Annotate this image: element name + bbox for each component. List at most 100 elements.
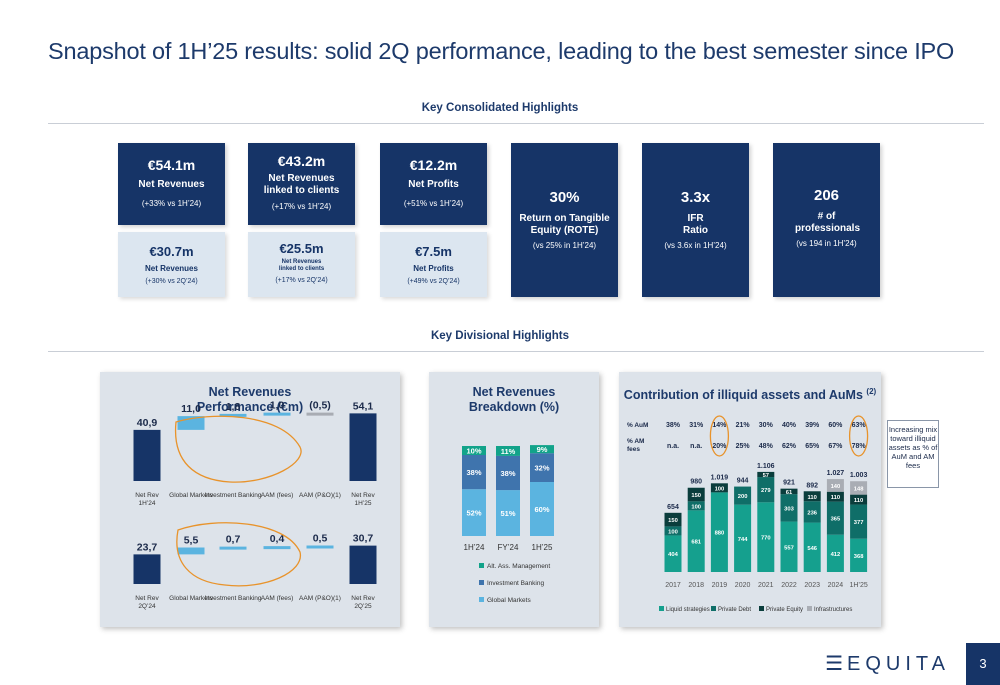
stacked-segment: [757, 477, 775, 503]
data-label: 5,5: [184, 535, 199, 547]
row-label: % AuM: [627, 422, 648, 429]
legend-label: Investment Banking: [487, 580, 544, 587]
total-label: 1.003: [850, 472, 868, 479]
divider: [48, 351, 984, 352]
segment-label: 32%: [534, 464, 549, 473]
stacked-segment: [496, 446, 520, 456]
category-label: Net Rev: [351, 492, 375, 499]
waterfall-bar: [219, 546, 247, 550]
annotation-note: Increasing mix toward illiquid assets as…: [887, 420, 939, 488]
legend-swatch: [759, 606, 764, 611]
kpi-sub: (vs 3.6x in 1H’24): [664, 241, 727, 250]
legend-label: Infrastructures: [814, 607, 852, 613]
legend-label: Private Debt: [718, 607, 751, 613]
legend-swatch: [807, 606, 812, 611]
aum-pct: 21%: [736, 422, 751, 429]
data-label: 23,7: [137, 541, 158, 553]
section-divisional-title: Key Divisional Highlights: [430, 330, 570, 342]
data-label: (0,5): [309, 400, 331, 412]
total-label: 1.019: [711, 474, 729, 481]
stacked-segment: [734, 504, 752, 572]
category-label: Net Rev: [351, 595, 375, 602]
category-label: 2019: [712, 582, 728, 589]
aum-pct: 38%: [666, 422, 681, 429]
stacked-segment: [803, 522, 821, 572]
kpi-value: €30.7m: [149, 244, 194, 259]
kpi-card-2q-net-revenues: €30.7m Net Revenues (+30% vs 2Q’24): [118, 232, 225, 297]
total-label: 944: [737, 478, 749, 485]
category-label: 2017: [665, 582, 681, 589]
fees-pct: 62%: [782, 443, 797, 450]
segment-label: 51%: [500, 509, 515, 518]
category-label: Global Markets: [169, 492, 213, 499]
segment-label: 10%: [466, 447, 481, 456]
category-label: AAM (P&O)(1): [299, 492, 341, 499]
category-label: 2023: [804, 582, 820, 589]
category-label: 1H’25: [849, 582, 867, 589]
stacked-segment: [462, 489, 486, 536]
waterfall-bar: [349, 413, 377, 481]
segment-label: 744: [738, 537, 748, 543]
aum-pct: 63%: [852, 422, 867, 429]
segment-label: 681: [691, 540, 701, 546]
stacked-segment: [826, 491, 844, 502]
kpi-label: Net Revenues: [138, 179, 205, 190]
kpi-label: Net Revenues linked to clients: [263, 173, 340, 196]
stacked-segment: [462, 446, 486, 455]
kpi-sub: (+17% vs 1H’24): [271, 202, 332, 211]
data-label: 54,1: [353, 400, 374, 412]
stacked-segment: [496, 490, 520, 536]
legend-swatch: [479, 580, 484, 585]
kpi-label: Net Profits: [413, 264, 454, 273]
segment-label: 546: [807, 546, 817, 552]
stacked-segment: [496, 455, 520, 491]
kpi-card-net-revenues-clients: €43.2m Net Revenues linked to clients (+…: [248, 143, 355, 225]
waterfall-bar: [306, 412, 334, 416]
data-label: 0,7: [226, 534, 241, 546]
aum-pct: 31%: [689, 422, 704, 429]
stacked-segment: [780, 494, 798, 522]
chart-title: Contribution of illiquid assets and AuMs…: [619, 384, 881, 403]
row-label: fees: [627, 446, 640, 453]
page-number: 3: [966, 643, 1000, 685]
category-label: FY’24: [498, 543, 519, 552]
stacked-segment: [803, 491, 821, 502]
total-label: 1.106: [757, 463, 775, 470]
kpi-label: Net Revenues linked to clients: [278, 259, 325, 272]
fees-pct: 78%: [852, 443, 867, 450]
highlight-circle: [176, 522, 301, 587]
segment-label: 770: [761, 536, 771, 542]
category-label: 1H’24: [464, 543, 485, 552]
net-revenues-performance-panel: Net Revenues Performance (€m) 40,9 Net Re…: [100, 372, 400, 627]
total-label: 654: [667, 504, 679, 511]
stacked-segment: [710, 483, 728, 493]
stacked-segment: [664, 526, 682, 536]
legend-swatch: [479, 563, 484, 568]
category-label: 1H’24: [139, 500, 156, 507]
segment-label: 52%: [466, 509, 481, 518]
segment-label: 880: [715, 531, 725, 537]
segment-label: 236: [807, 510, 817, 516]
segment-label: 557: [784, 545, 794, 551]
legend-swatch: [711, 606, 716, 611]
kpi-value: 206: [813, 187, 840, 204]
fees-pct: 67%: [828, 443, 843, 450]
segment-label: 60%: [534, 505, 549, 514]
fees-pct: n.a.: [667, 443, 679, 450]
page-title: Snapshot of 1H’25 results: solid 2Q perf…: [48, 38, 955, 64]
stacked-segment: [687, 510, 705, 572]
kpi-value: €54.1m: [147, 157, 196, 173]
stacked-segment: [757, 471, 775, 478]
kpi-card-professionals: 206 # of professionals (vs 194 in 1H’24): [773, 143, 880, 297]
category-label: Investment Banking: [204, 595, 261, 602]
category-label: 2Q’25: [354, 603, 372, 610]
kpi-value: 30%: [549, 189, 580, 206]
category-label: 1H’25: [355, 500, 372, 507]
kpi-label: Net Profits: [408, 179, 459, 190]
stacked-segment: [687, 501, 705, 511]
section-consolidated-title: Key Consolidated Highlights: [421, 102, 579, 114]
segment-label: 200: [738, 494, 748, 500]
segment-label: 100: [691, 504, 701, 510]
